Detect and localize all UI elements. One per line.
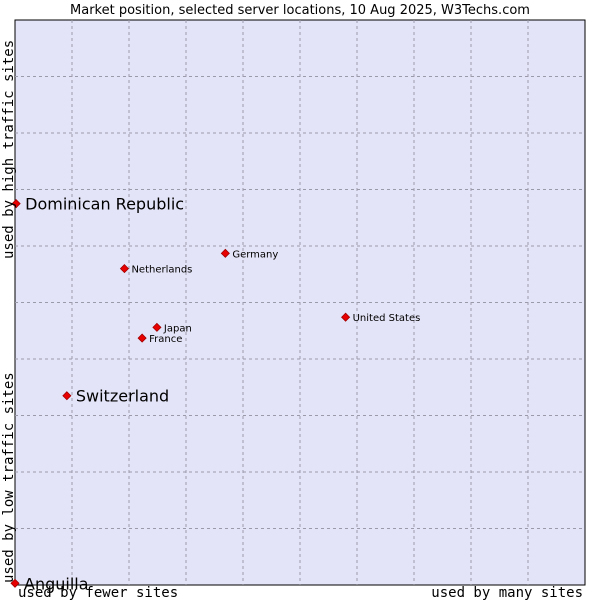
point-marker-anguilla [10, 578, 20, 588]
data-points: Dominican Republic Germany Netherlands Unit… [10, 195, 421, 593]
point-label-france: France [149, 334, 182, 345]
point-label-anguilla: Anguilla [24, 574, 89, 593]
point-marker-france [137, 333, 147, 343]
point-marker-dominican-republic [11, 199, 21, 209]
y-axis-label-bottom: used by low traffic sites [1, 372, 17, 583]
chart-title: Market position, selected server locatio… [70, 3, 530, 18]
point-label-germany: Germany [232, 249, 278, 260]
point-label-switzerland: Switzerland [76, 387, 169, 406]
point-marker-united-states [341, 312, 351, 322]
point-label-netherlands: Netherlands [131, 265, 192, 276]
point-label-japan: Japan [163, 323, 192, 334]
y-axis-label-top: used by high traffic sites [1, 40, 17, 259]
x-axis-label-left: used by fewer sites [18, 585, 178, 600]
point-marker-switzerland [62, 391, 72, 401]
point-label-dominican-republic: Dominican Republic [25, 195, 184, 214]
point-label-united-states: United States [353, 313, 421, 324]
point-marker-germany [220, 248, 230, 258]
grid-lines [15, 20, 585, 585]
point-marker-japan [152, 322, 162, 332]
point-marker-netherlands [119, 264, 130, 274]
x-axis-label-right: used by many sites [431, 585, 583, 600]
